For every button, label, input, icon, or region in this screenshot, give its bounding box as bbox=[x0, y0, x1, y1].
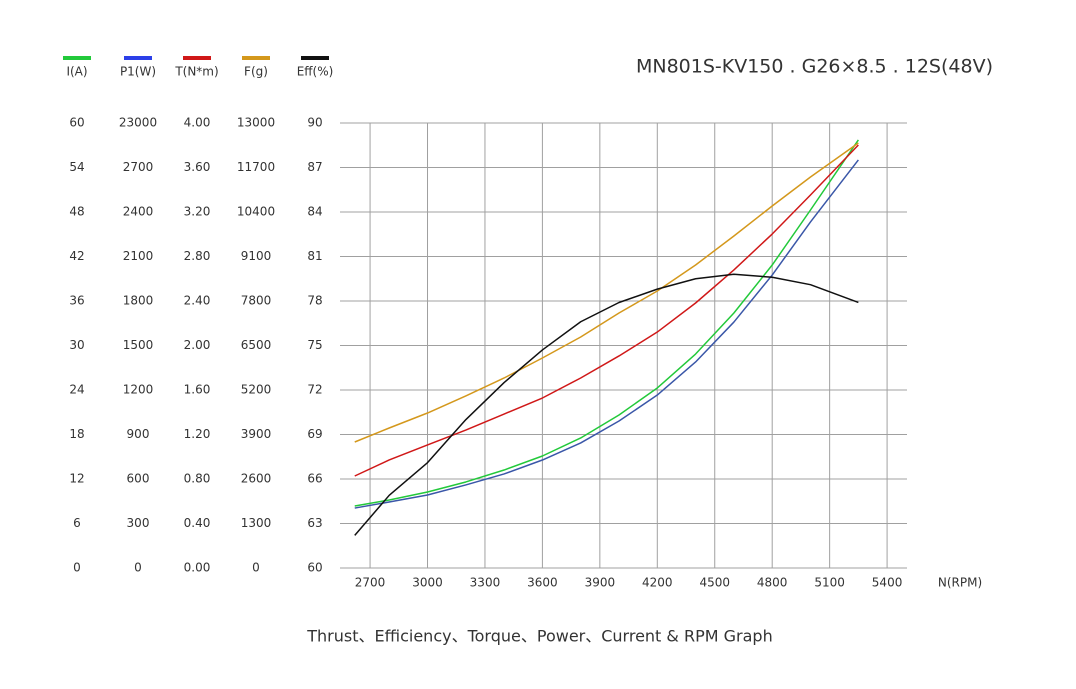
y-tick-label: 60 bbox=[307, 561, 322, 575]
legend-swatch bbox=[242, 56, 270, 60]
x-tick-label: 2700 bbox=[355, 576, 386, 590]
y-tick-label: 84 bbox=[307, 205, 322, 219]
legend-label: F(g) bbox=[244, 65, 268, 79]
y-tick-label: 3.20 bbox=[184, 205, 211, 219]
x-tick-label: 3900 bbox=[585, 576, 616, 590]
y-tick-label: 7800 bbox=[241, 294, 272, 308]
legend-label: T(N*m) bbox=[174, 65, 218, 79]
y-tick-label: 0.40 bbox=[184, 516, 211, 530]
series-line bbox=[354, 144, 859, 477]
y-tick-label: 0.80 bbox=[184, 472, 211, 486]
legend-label: I(A) bbox=[66, 65, 87, 79]
legend-swatch bbox=[183, 56, 211, 60]
y-tick-label: 24 bbox=[69, 383, 84, 397]
x-tick-label: 5400 bbox=[872, 576, 903, 590]
y-tick-label: 2.40 bbox=[184, 294, 211, 308]
x-axis-label: N(RPM) bbox=[938, 576, 982, 590]
y-tick-label: 23000 bbox=[119, 116, 157, 130]
y-tick-label: 54 bbox=[69, 160, 84, 174]
y-tick-label: 600 bbox=[127, 472, 150, 486]
x-tick-label: 3600 bbox=[527, 576, 558, 590]
series-line bbox=[354, 273, 859, 536]
y-tick-label: 3900 bbox=[241, 427, 272, 441]
series-line bbox=[354, 142, 859, 443]
y-tick-label: 60 bbox=[69, 116, 84, 130]
y-tick-label: 1.20 bbox=[184, 427, 211, 441]
y-tick-label: 2.80 bbox=[184, 249, 211, 263]
x-tick-label: 3000 bbox=[412, 576, 443, 590]
y-tick-label: 75 bbox=[307, 338, 322, 352]
y-tick-label: 2600 bbox=[241, 472, 272, 486]
y-tick-label: 1500 bbox=[123, 338, 154, 352]
y-tick-label: 48 bbox=[69, 205, 84, 219]
y-tick-label: 72 bbox=[307, 383, 322, 397]
y-tick-label: 2700 bbox=[123, 160, 154, 174]
x-tick-label: 4800 bbox=[757, 576, 788, 590]
y-tick-label: 0 bbox=[252, 561, 260, 575]
y-tick-label: 4.00 bbox=[184, 116, 211, 130]
y-tick-label: 0 bbox=[134, 561, 142, 575]
x-tick-label: 4200 bbox=[642, 576, 673, 590]
y-tick-label: 87 bbox=[307, 160, 322, 174]
y-tick-label: 11700 bbox=[237, 160, 275, 174]
y-tick-label: 78 bbox=[307, 294, 322, 308]
y-tick-label: 3.60 bbox=[184, 160, 211, 174]
y-tick-label: 13000 bbox=[237, 116, 275, 130]
legend-swatch bbox=[63, 56, 91, 60]
y-tick-label: 1.60 bbox=[184, 383, 211, 397]
y-tick-label: 63 bbox=[307, 516, 322, 530]
y-tick-label: 36 bbox=[69, 294, 84, 308]
y-tick-label: 300 bbox=[127, 516, 150, 530]
x-tick-label: 3300 bbox=[470, 576, 501, 590]
caption: Thrust、Efficiency、Torque、Power、Current &… bbox=[306, 627, 772, 646]
y-tick-label: 0.00 bbox=[184, 561, 211, 575]
y-tick-label: 18 bbox=[69, 427, 84, 441]
y-tick-label: 90 bbox=[307, 116, 322, 130]
series-line bbox=[354, 159, 859, 509]
y-tick-label: 2100 bbox=[123, 249, 154, 263]
y-tick-label: 2.00 bbox=[184, 338, 211, 352]
y-tick-label: 9100 bbox=[241, 249, 272, 263]
y-tick-label: 81 bbox=[307, 249, 322, 263]
y-tick-label: 2400 bbox=[123, 205, 154, 219]
legend-swatch bbox=[124, 56, 152, 60]
y-tick-label: 42 bbox=[69, 249, 84, 263]
y-tick-label: 30 bbox=[69, 338, 84, 352]
y-tick-label: 900 bbox=[127, 427, 150, 441]
y-tick-label: 1300 bbox=[241, 516, 272, 530]
y-tick-label: 1800 bbox=[123, 294, 154, 308]
chart-title: MN801S-KV150 . G26×8.5 . 12S(48V) bbox=[636, 56, 993, 78]
series-line bbox=[354, 139, 859, 507]
y-tick-label: 6 bbox=[73, 516, 81, 530]
y-tick-label: 69 bbox=[307, 427, 322, 441]
y-tick-label: 10400 bbox=[237, 205, 275, 219]
x-tick-label: 5100 bbox=[814, 576, 845, 590]
y-tick-label: 66 bbox=[307, 472, 322, 486]
y-tick-label: 1200 bbox=[123, 383, 154, 397]
legend-label: Eff(%) bbox=[297, 65, 334, 79]
y-tick-label: 12 bbox=[69, 472, 84, 486]
y-tick-label: 5200 bbox=[241, 383, 272, 397]
legend-label: P1(W) bbox=[120, 65, 156, 79]
legend-swatch bbox=[301, 56, 329, 60]
x-tick-label: 4500 bbox=[699, 576, 730, 590]
y-tick-label: 6500 bbox=[241, 338, 272, 352]
y-tick-label: 0 bbox=[73, 561, 81, 575]
